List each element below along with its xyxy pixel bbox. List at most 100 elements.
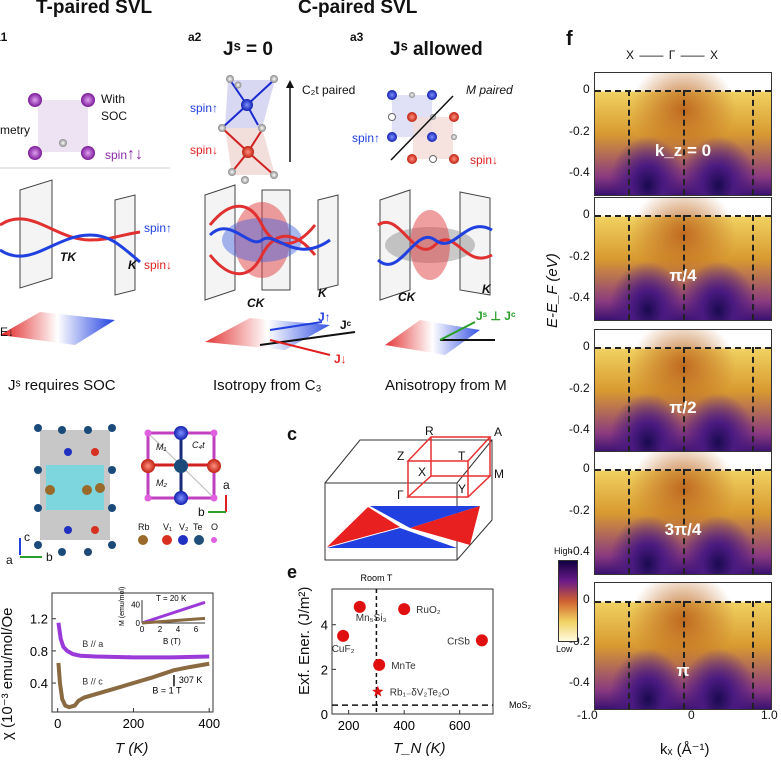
x-point-line: [628, 600, 631, 709]
bz-point-x: X: [418, 465, 427, 479]
f-ytick: -0.2: [569, 248, 590, 263]
inset-series-line: [141, 616, 206, 625]
a3-spin-up: spin↑: [352, 131, 381, 145]
x-point-line: [751, 215, 754, 320]
x-tick-label: 400: [393, 718, 415, 733]
f-ytick: 0: [583, 339, 590, 353]
spin-texture-sheets: [0, 312, 495, 356]
f-ylabel: E-E_F (eV): [544, 253, 561, 328]
f-ytick: -0.4: [569, 165, 590, 179]
gamma-point-line: [683, 90, 685, 195]
b-m1: M₁: [156, 442, 167, 452]
f-ytick: -0.4: [569, 422, 590, 436]
gamma-point-line: [683, 469, 685, 574]
a1-k: K: [128, 258, 137, 272]
kz-label: π/4: [669, 266, 697, 286]
f-ytick: -0.2: [569, 123, 590, 138]
data-point: [337, 629, 350, 642]
a3-paired: M paired: [466, 83, 513, 97]
gamma-point-line: [683, 215, 685, 320]
arpes-panel: π/4: [594, 197, 772, 321]
y-tick-label: 0: [321, 707, 328, 722]
b-c4t: C₄t: [192, 440, 205, 450]
b-legend-o: O: [211, 522, 219, 532]
f-path-end: X: [709, 48, 718, 62]
chart-e-ylabel: Exf. Ener. (J/m²): [296, 586, 313, 695]
b-legend-te: Te: [193, 522, 203, 532]
c-brillouin-zone: [324, 436, 493, 561]
f-ytick: -0.4: [569, 290, 590, 304]
f-path-start: X: [626, 48, 635, 62]
panel-label-c: c: [287, 424, 298, 444]
inset-x-tick-label: 4: [176, 625, 181, 634]
arpes-panel: 3π/4: [594, 451, 772, 575]
colorbar-high: High: [554, 546, 573, 556]
data-point-label: CuF₂: [332, 644, 355, 655]
data-point-label: MnTe: [391, 661, 416, 672]
a1-spin: spin↑↓: [105, 146, 143, 164]
x-tick-label: 0: [54, 716, 61, 731]
chart-d-frame: [51, 592, 214, 713]
series-line-b-c: [56, 661, 210, 710]
f-xtick-zero: 0: [688, 708, 695, 722]
a1-partial-text: metry: [0, 123, 30, 137]
t-paired-header: T-paired SVL: [36, 0, 153, 18]
x-point-line: [628, 347, 631, 452]
a1-caption: Jˢ requires SOC: [8, 377, 116, 394]
a1-spin-down: spin↓: [144, 258, 173, 272]
a1-spin-arrows: ↑↓: [127, 146, 144, 163]
inset-x-tick-label: 2: [158, 625, 163, 634]
inset-x-tick-label: 6: [194, 625, 199, 634]
series-line-b-a: [56, 622, 210, 660]
bz-point-y: Y: [458, 482, 467, 496]
annotation: 307 K: [179, 675, 203, 685]
gamma-point-line: [683, 600, 685, 709]
f-ytick: -0.2: [569, 502, 590, 517]
series-label: B // c: [82, 677, 103, 687]
x-point-line: [751, 347, 754, 452]
f-ytick: 0: [583, 82, 590, 96]
inset-y-tick-label: 0: [136, 619, 141, 628]
data-point: [475, 634, 488, 647]
a1-lattice: [0, 93, 170, 169]
a2-caption: Isotropy from C₃: [213, 377, 322, 394]
chart-e-frame: [331, 588, 494, 715]
a2-crystal: [218, 75, 294, 184]
f-xtick-pos: 1.0: [761, 708, 778, 722]
b-axis-b2: b: [198, 505, 205, 519]
x-tick-label: 600: [449, 718, 471, 733]
x-point-line: [751, 600, 754, 709]
a3-ck: CK: [398, 290, 416, 304]
b-crystal: [19, 424, 227, 558]
f-ytick: 0: [583, 592, 590, 606]
a3-caption: Anisotropy from M: [385, 377, 507, 394]
b-axis-c: c: [24, 530, 30, 544]
b-axis-b: b: [46, 550, 53, 564]
f-ytick: -0.4: [569, 544, 590, 558]
data-point-label: CrSb: [447, 636, 470, 647]
kz-label: π/2: [669, 398, 697, 418]
y-tick-label: 0.4: [30, 676, 48, 691]
inset-x-tick-label: 0: [140, 625, 145, 634]
arpes-panel: π: [594, 582, 772, 710]
a2-j-c: Jᶜ: [340, 318, 352, 332]
a3-spin-down: spin↓: [470, 153, 499, 167]
colorbar: [558, 560, 578, 642]
a3-lattice: [387, 90, 459, 164]
chart-d-xlabel: T (K): [115, 740, 149, 757]
inset-xlabel: B (T): [163, 637, 181, 646]
a2-spin-down-text: spin: [190, 143, 213, 157]
arpes-panel: k_z = 0: [594, 72, 772, 196]
inset-y-tick-label: 40: [131, 601, 140, 610]
bz-point-t: T: [458, 449, 466, 463]
annotation: B = 1 T: [152, 686, 182, 696]
a2-spin-down: spin↓: [190, 143, 219, 157]
colorbar-low: Low: [556, 644, 573, 654]
a3-spin-down-text: spin: [470, 153, 493, 167]
x-point-line: [628, 215, 631, 320]
b-axis-a2: a: [223, 478, 230, 492]
